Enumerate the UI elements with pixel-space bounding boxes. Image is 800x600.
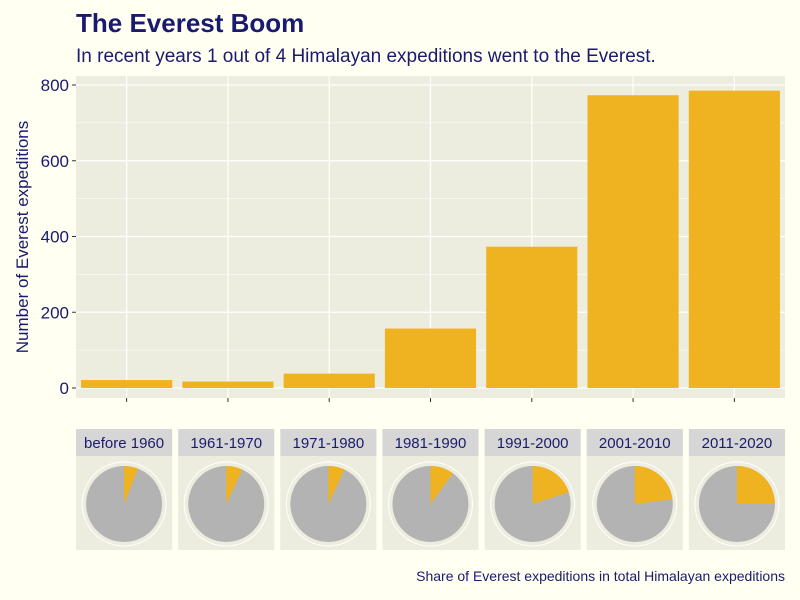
x-axis-ticks <box>126 398 735 402</box>
pie-facet-1961-1970: 1961-1970 <box>178 429 275 550</box>
pie-everest-slice <box>226 466 243 504</box>
pie-rest-slice <box>188 466 265 542</box>
pie-facet-1971-1980: 1971-1980 <box>280 429 377 550</box>
y-tick-label: 600 <box>41 152 69 171</box>
facet-strip-label: 2001-2010 <box>599 435 671 452</box>
facet-strip-label: 1971-1980 <box>292 435 364 452</box>
facet-strip <box>586 429 683 456</box>
bar-before-1960 <box>81 380 173 388</box>
y-tick-label: 200 <box>41 303 69 322</box>
facet-strip-label: 1981-1990 <box>395 435 467 452</box>
bar-1991-2000 <box>486 246 578 388</box>
pie-everest-slice <box>532 466 569 504</box>
bars <box>81 90 780 389</box>
facet-strip <box>178 429 275 456</box>
y-tick-label: 800 <box>41 76 69 95</box>
pie-everest-slice <box>736 466 775 504</box>
pie-facet-2011-2020: 2011-2020 <box>688 429 785 550</box>
facet-strip <box>382 429 479 456</box>
pie-grid-circle <box>694 461 780 547</box>
pie-grid-circle <box>183 461 269 547</box>
bar-1981-1990 <box>384 328 477 388</box>
facet-strip <box>688 429 785 456</box>
pie-facet-2001-2010: 2001-2010 <box>586 429 683 550</box>
bar-1961-1970 <box>182 381 274 388</box>
pie-facet-1991-2000: 1991-2000 <box>484 429 581 550</box>
pie-caption: Share of Everest expeditions in total Hi… <box>416 568 785 584</box>
pie-grid-circle <box>592 461 678 547</box>
bar-2001-2010 <box>587 95 679 388</box>
pie-facet-before-1960: before 1960 <box>76 429 173 550</box>
facet-strip <box>484 429 581 456</box>
pie-grid-circle <box>490 461 576 547</box>
facet-strip-label: 1991-2000 <box>497 435 569 452</box>
pie-grid-circle <box>81 461 167 547</box>
pie-grid-circle <box>285 461 371 547</box>
y-axis-label: Number of Everest expeditions <box>13 121 32 353</box>
facet-strip-label: 1961-1970 <box>190 435 262 452</box>
y-tick-label: 400 <box>41 228 69 247</box>
bar-1971-1980 <box>283 373 375 388</box>
pie-grid-circle <box>388 461 473 547</box>
chart-subtitle: In recent years 1 out of 4 Himalayan exp… <box>76 46 656 67</box>
pie-facets: before 1960 1961-1970 1971-1980 1981-1990 19… <box>76 429 785 550</box>
facet-strip <box>76 429 173 456</box>
pie-everest-slice <box>328 466 345 504</box>
facet-strip-label: before 1960 <box>84 435 164 452</box>
y-axis: 0 200 400 600 800 <box>41 76 76 398</box>
pie-everest-slice <box>634 466 673 504</box>
facet-strip <box>280 429 377 456</box>
y-tick-label: 0 <box>60 379 69 398</box>
facet-strip-label: 2011-2020 <box>702 435 773 452</box>
pie-facet-1981-1990: 1981-1990 <box>382 429 479 550</box>
chart-title: The Everest Boom <box>76 8 305 38</box>
pie-everest-slice <box>430 466 453 504</box>
pie-everest-slice <box>124 466 139 504</box>
bar-2011-2020 <box>688 90 780 389</box>
